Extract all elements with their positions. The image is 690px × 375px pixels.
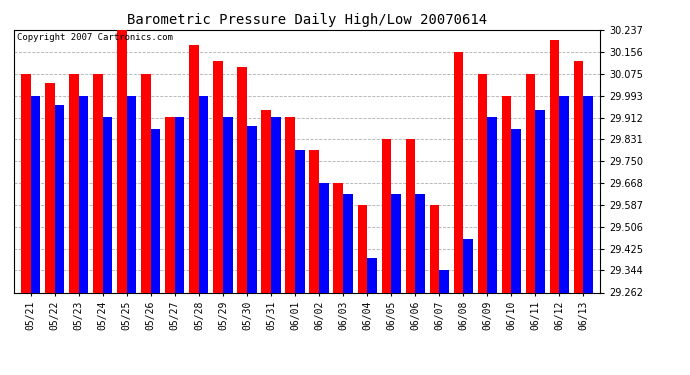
Bar bbox=[30, 96, 40, 292]
Bar bbox=[295, 150, 305, 292]
Bar bbox=[151, 129, 160, 292]
Bar bbox=[430, 205, 440, 292]
Bar bbox=[343, 194, 353, 292]
Bar bbox=[189, 45, 199, 292]
Bar bbox=[333, 183, 343, 292]
Bar bbox=[415, 194, 425, 292]
Bar bbox=[45, 83, 55, 292]
Bar bbox=[247, 126, 257, 292]
Bar bbox=[511, 129, 521, 292]
Bar bbox=[560, 96, 569, 292]
Bar bbox=[55, 105, 64, 292]
Bar bbox=[103, 117, 112, 292]
Bar bbox=[406, 139, 415, 292]
Bar bbox=[69, 74, 79, 292]
Bar bbox=[391, 194, 401, 292]
Bar bbox=[382, 139, 391, 292]
Bar bbox=[477, 74, 487, 292]
Bar bbox=[93, 74, 103, 292]
Bar bbox=[440, 270, 449, 292]
Bar bbox=[199, 96, 208, 292]
Bar bbox=[127, 96, 137, 292]
Bar bbox=[223, 117, 233, 292]
Bar bbox=[535, 110, 545, 292]
Bar bbox=[463, 239, 473, 292]
Bar bbox=[319, 183, 328, 292]
Bar bbox=[237, 67, 247, 292]
Bar bbox=[141, 74, 151, 292]
Bar bbox=[574, 62, 584, 292]
Bar bbox=[117, 30, 127, 292]
Bar bbox=[165, 117, 175, 292]
Bar bbox=[286, 117, 295, 292]
Bar bbox=[79, 96, 88, 292]
Bar bbox=[367, 258, 377, 292]
Bar bbox=[175, 117, 184, 292]
Bar bbox=[262, 110, 271, 292]
Bar bbox=[584, 96, 593, 292]
Bar bbox=[487, 117, 497, 292]
Bar bbox=[550, 40, 560, 292]
Bar bbox=[271, 117, 281, 292]
Title: Barometric Pressure Daily High/Low 20070614: Barometric Pressure Daily High/Low 20070… bbox=[127, 13, 487, 27]
Bar bbox=[213, 62, 223, 292]
Bar bbox=[309, 150, 319, 292]
Bar bbox=[357, 205, 367, 292]
Bar bbox=[502, 96, 511, 292]
Text: Copyright 2007 Cartronics.com: Copyright 2007 Cartronics.com bbox=[17, 33, 172, 42]
Bar bbox=[526, 74, 535, 292]
Bar bbox=[21, 74, 30, 292]
Bar bbox=[454, 52, 463, 292]
